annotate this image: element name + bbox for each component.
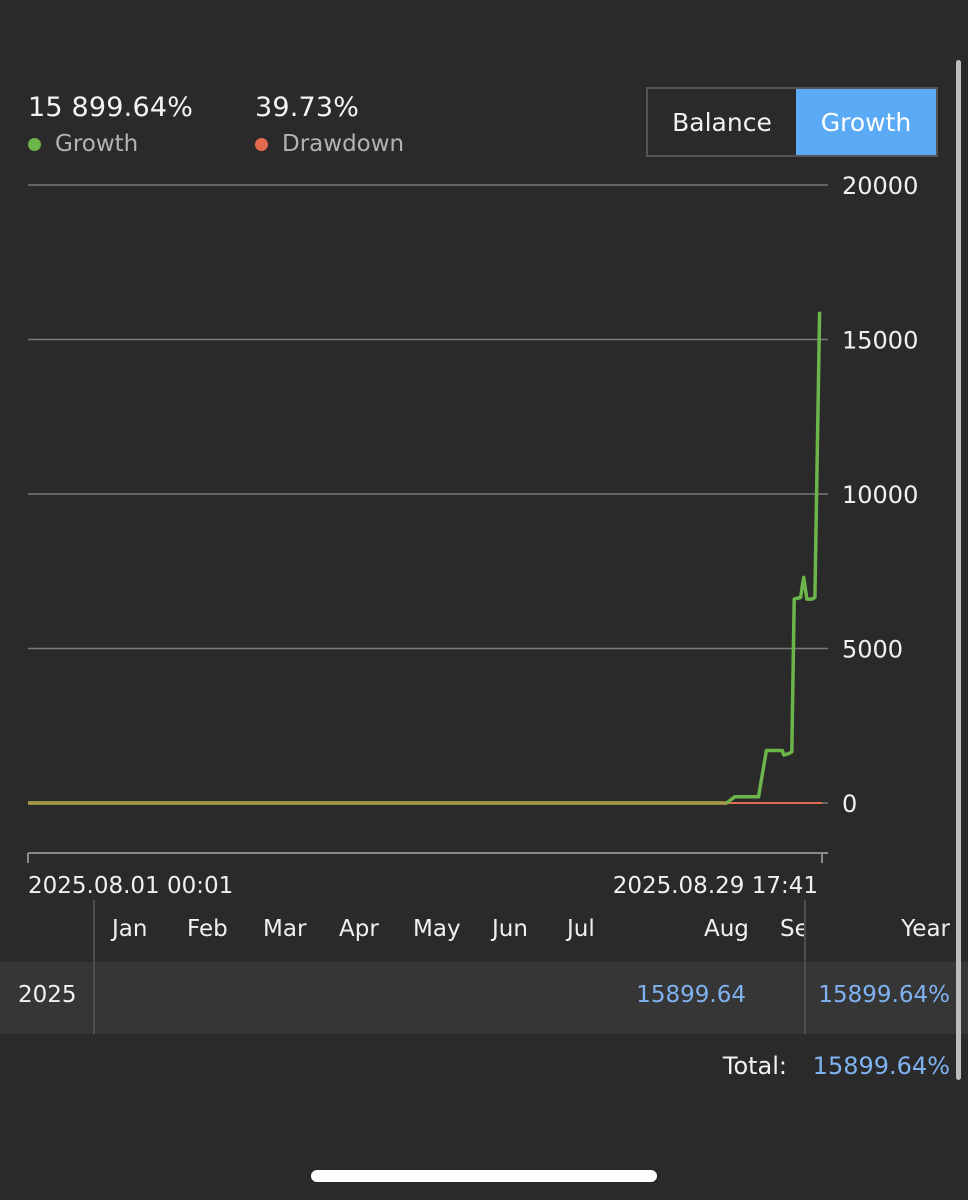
month-header-jan: Jan xyxy=(112,916,148,942)
year-value[interactable]: 15899.64% xyxy=(818,982,950,1008)
drawdown-legend: Drawdown xyxy=(255,131,404,157)
month-header-jun: Jun xyxy=(492,916,528,942)
y-tick-label: 20000 xyxy=(842,172,918,200)
scrollbar[interactable] xyxy=(956,60,961,1080)
home-indicator[interactable] xyxy=(311,1170,657,1182)
table-header: Jan Feb Mar Apr May Jun Jul Aug Se Year xyxy=(0,900,968,962)
growth-dot-icon xyxy=(28,137,41,151)
month-header-apr: Apr xyxy=(339,916,379,942)
total-label: Total: xyxy=(722,1052,787,1080)
aug-value[interactable]: 15899.64 xyxy=(636,982,746,1008)
monthly-table: Jan Feb Mar Apr May Jun Jul Aug Se Year … xyxy=(0,900,968,1035)
month-header-may: May xyxy=(413,916,461,942)
month-header-mar: Mar xyxy=(263,916,307,942)
y-tick-label: 10000 xyxy=(842,481,918,509)
month-header-aug: Aug xyxy=(704,916,749,942)
y-tick-label: 15000 xyxy=(842,327,918,355)
drawdown-stat: 39.73% Drawdown xyxy=(255,92,404,157)
balance-tab[interactable]: Balance xyxy=(672,107,772,137)
month-header-sep: Se xyxy=(780,916,805,942)
total-value[interactable]: 15899.64% xyxy=(812,1052,950,1080)
growth-label: Growth xyxy=(55,131,139,157)
drawdown-dot-icon xyxy=(255,137,268,151)
row-year: 2025 xyxy=(18,982,77,1008)
table-divider xyxy=(804,900,806,1034)
month-header-jul: Jul xyxy=(567,916,595,942)
drawdown-value: 39.73% xyxy=(255,92,360,123)
x-start-label: 2025.08.01 00:01 xyxy=(28,873,233,899)
growth-tab[interactable]: Growth xyxy=(796,89,936,155)
year-header: Year xyxy=(901,916,950,942)
growth-chart: 20000 15000 10000 5000 0 2025.08.01 00:01 2025… xyxy=(27,172,918,899)
growth-value: 15 899.64% xyxy=(28,92,194,123)
table-divider xyxy=(93,900,95,1034)
y-tick-label: 5000 xyxy=(842,636,903,664)
drawdown-label: Drawdown xyxy=(282,131,405,157)
table-row: 2025 15899.64 15899.64% xyxy=(0,962,968,1034)
growth-legend: Growth xyxy=(28,131,193,157)
chart-mode-toggle: Balance Growth xyxy=(646,87,938,157)
growth-stat: 15 899.64% Growth xyxy=(28,92,193,157)
month-header-feb: Feb xyxy=(187,916,228,942)
growth-series-line xyxy=(28,311,822,805)
y-tick-label: 0 xyxy=(842,790,857,818)
x-end-label: 2025.08.29 17:41 xyxy=(613,873,818,899)
